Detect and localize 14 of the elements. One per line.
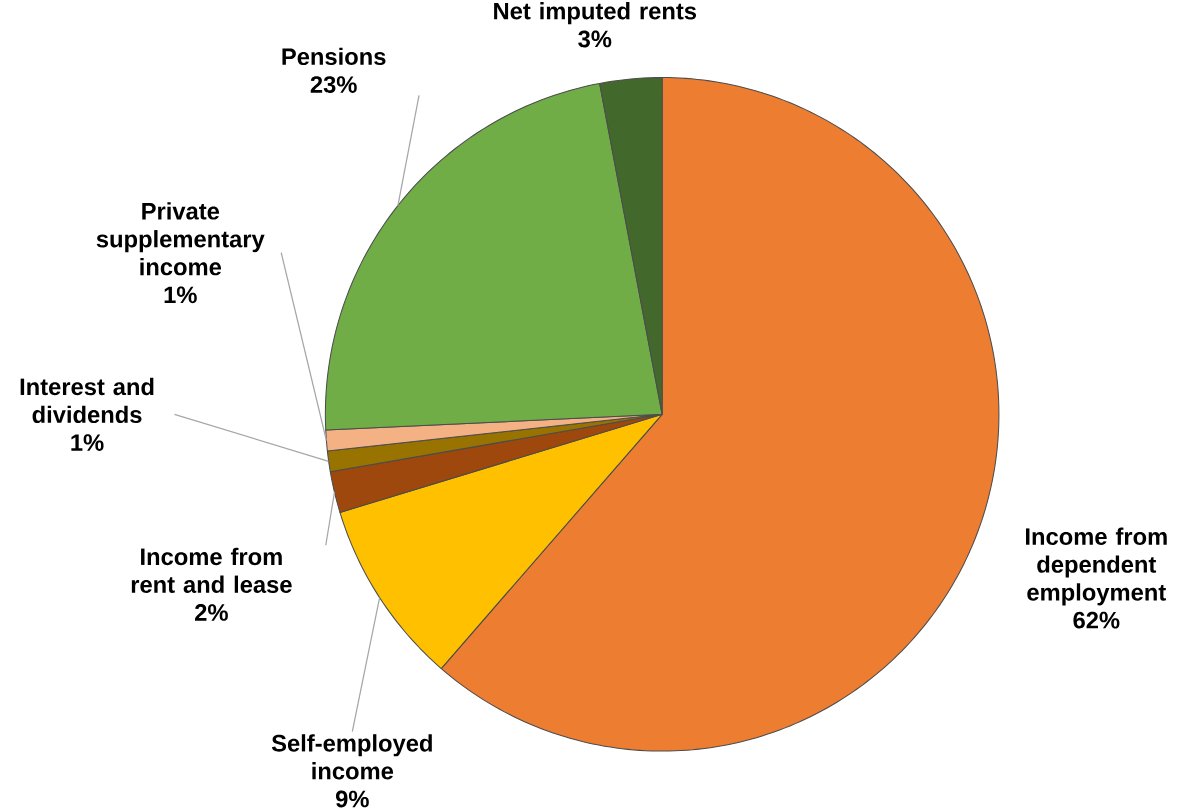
data-label: 62%: [1073, 611, 1120, 629]
slice-label: Self-employed income: [271, 733, 432, 780]
slice-label: Interest and dividends: [20, 377, 154, 423]
slice-label: Pensions: [282, 47, 386, 65]
slice-label: Income from rent and lease: [131, 547, 292, 593]
slice-label: Private supplementary income: [96, 201, 265, 276]
data-label: 2%: [195, 603, 228, 621]
data-label: 1%: [164, 286, 197, 303]
data-label: 1%: [71, 433, 104, 451]
data-label: 3%: [578, 30, 612, 48]
data-label: 9%: [335, 790, 369, 808]
slice-label: Income from dependent employment: [1026, 527, 1167, 606]
slice-label: Net imputed rents: [494, 1, 697, 24]
data-label: 23%: [310, 75, 357, 93]
